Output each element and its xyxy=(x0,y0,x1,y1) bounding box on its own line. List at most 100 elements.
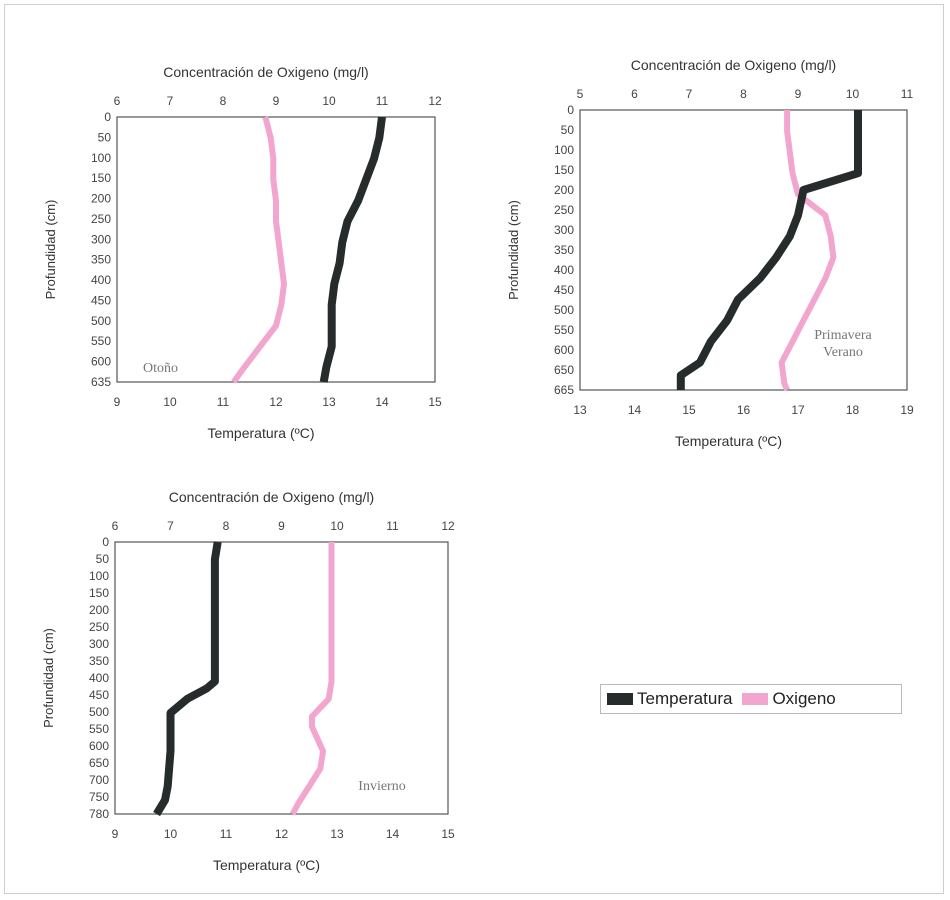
depth-tick-label: 500 xyxy=(554,303,574,317)
oxygen-tick-label: 7 xyxy=(167,519,174,533)
depth-axis-title: Profundidad (cm) xyxy=(43,200,58,300)
oxygen-line xyxy=(231,116,287,384)
oxygen-axis-title: Concentración de Oxigeno (mg/l) xyxy=(163,64,368,80)
depth-tick-label: 450 xyxy=(91,293,111,307)
oxygen-tick-label: 8 xyxy=(740,87,747,101)
depth-tick-label: 150 xyxy=(89,586,109,600)
depth-tick-label: 635 xyxy=(91,375,111,389)
chart-3: Concentración de Oxigeno (mg/l) 6 7 8 9 10 11 1… xyxy=(41,489,455,873)
oxygen-axis-title: Concentración de Oxigeno (mg/l) xyxy=(169,489,374,505)
temperature-tick-label: 11 xyxy=(217,395,230,409)
temperature-tick-label: 10 xyxy=(164,827,178,841)
depth-tick-label: 100 xyxy=(89,569,109,583)
legend-item-temperature: Temperatura xyxy=(607,689,732,709)
oxygen-tick-label: 10 xyxy=(330,519,344,533)
depth-tick-label: 50 xyxy=(561,123,575,137)
depth-tick-label: 400 xyxy=(89,671,109,685)
oxygen-tick-label: 11 xyxy=(386,519,399,533)
depth-tick-label: 200 xyxy=(89,603,109,617)
depth-tick-label: 780 xyxy=(89,807,109,821)
temperature-tick-label: 14 xyxy=(386,827,400,841)
temperature-tick-label: 12 xyxy=(269,395,283,409)
depth-tick-label: 500 xyxy=(89,705,109,719)
depth-tick-label: 300 xyxy=(89,637,109,651)
oxygen-tick-label: 10 xyxy=(846,87,860,101)
depth-tick-label: 50 xyxy=(96,552,110,566)
temperature-line xyxy=(319,116,386,383)
temperature-tick-label: 16 xyxy=(737,403,751,417)
depth-axis-title: Profundidad (cm) xyxy=(41,628,56,728)
depth-tick-label: 0 xyxy=(102,535,109,549)
plot-area xyxy=(579,109,908,391)
depth-tick-label: 665 xyxy=(554,383,574,397)
temperature-axis-title: Temperatura (ºC) xyxy=(207,425,314,441)
chart-2: Concentración de Oxigeno (mg/l) 5 6 7 8 9 10 11… xyxy=(506,57,914,449)
depth-tick-label: 300 xyxy=(554,223,574,237)
oxygen-tick-label: 9 xyxy=(795,87,802,101)
oxygen-tick-label: 11 xyxy=(376,94,389,108)
season-label: Invierno xyxy=(358,779,405,794)
depth-tick-label: 100 xyxy=(554,143,574,157)
oxygen-tick-label: 5 xyxy=(577,87,584,101)
depth-tick-label: 550 xyxy=(554,323,574,337)
depth-tick-label: 0 xyxy=(104,110,111,124)
depth-tick-label: 450 xyxy=(89,688,109,702)
temperature-tick-label: 10 xyxy=(163,395,177,409)
depth-tick-label: 700 xyxy=(89,773,109,787)
temperature-tick-label: 14 xyxy=(375,395,389,409)
depth-tick-label: 600 xyxy=(89,739,109,753)
figure-frame xyxy=(4,4,944,894)
season-label: Otoño xyxy=(143,361,178,376)
depth-tick-label: 750 xyxy=(89,790,109,804)
oxygen-tick-label: 7 xyxy=(686,87,693,101)
oxygen-tick-label: 6 xyxy=(114,94,121,108)
temperature-tick-label: 17 xyxy=(791,403,805,417)
depth-tick-label: 250 xyxy=(554,203,574,217)
chart-1: Concentración de Oxigeno (mg/l) 6 7 8 9 10 11 1… xyxy=(43,64,442,441)
legend-label-temperature: Temperatura xyxy=(637,689,733,708)
legend-swatch-oxygen xyxy=(742,693,769,705)
temperature-line xyxy=(676,110,862,390)
depth-tick-label: 500 xyxy=(91,314,111,328)
temperature-tick-label: 12 xyxy=(275,827,289,841)
temperature-tick-label: 14 xyxy=(628,403,642,417)
temperature-tick-label: 15 xyxy=(441,827,455,841)
temperature-axis-title: Temperatura (ºC) xyxy=(675,433,782,449)
oxygen-tick-label: 12 xyxy=(428,94,442,108)
legend-item-oxygen: Oxigeno xyxy=(742,689,836,709)
legend-label-oxygen: Oxigeno xyxy=(772,689,836,708)
oxygen-tick-label: 8 xyxy=(223,519,230,533)
temperature-tick-label: 13 xyxy=(322,395,336,409)
depth-tick-label: 200 xyxy=(91,192,111,206)
depth-tick-label: 150 xyxy=(91,171,111,185)
oxygen-tick-label: 7 xyxy=(167,94,174,108)
temperature-tick-label: 19 xyxy=(900,403,914,417)
depth-tick-label: 200 xyxy=(554,183,574,197)
legend: Temperatura Oxigeno xyxy=(600,684,902,714)
depth-tick-label: 650 xyxy=(554,363,574,377)
temperature-tick-label: 18 xyxy=(846,403,860,417)
temperature-tick-label: 13 xyxy=(573,403,587,417)
legend-swatch-temperature xyxy=(607,693,633,705)
temperature-tick-label: 11 xyxy=(220,827,233,841)
oxygen-tick-label: 9 xyxy=(278,519,285,533)
oxygen-tick-label: 12 xyxy=(441,519,455,533)
temperature-axis-title: Temperatura (ºC) xyxy=(213,857,320,873)
depth-tick-label: 0 xyxy=(567,103,574,117)
depth-tick-label: 350 xyxy=(89,654,109,668)
oxygen-tick-label: 9 xyxy=(273,94,280,108)
depth-tick-label: 50 xyxy=(98,130,112,144)
temperature-line xyxy=(153,541,222,817)
depth-tick-label: 350 xyxy=(91,253,111,267)
depth-tick-label: 600 xyxy=(554,343,574,357)
depth-tick-label: 250 xyxy=(89,620,109,634)
oxygen-tick-label: 6 xyxy=(112,519,119,533)
depth-tick-label: 400 xyxy=(91,273,111,287)
temperature-tick-label: 9 xyxy=(114,395,121,409)
temperature-tick-label: 15 xyxy=(682,403,696,417)
oxygen-line xyxy=(289,542,335,816)
depth-tick-label: 650 xyxy=(89,756,109,770)
oxygen-tick-label: 8 xyxy=(220,94,227,108)
oxygen-line xyxy=(778,110,837,392)
